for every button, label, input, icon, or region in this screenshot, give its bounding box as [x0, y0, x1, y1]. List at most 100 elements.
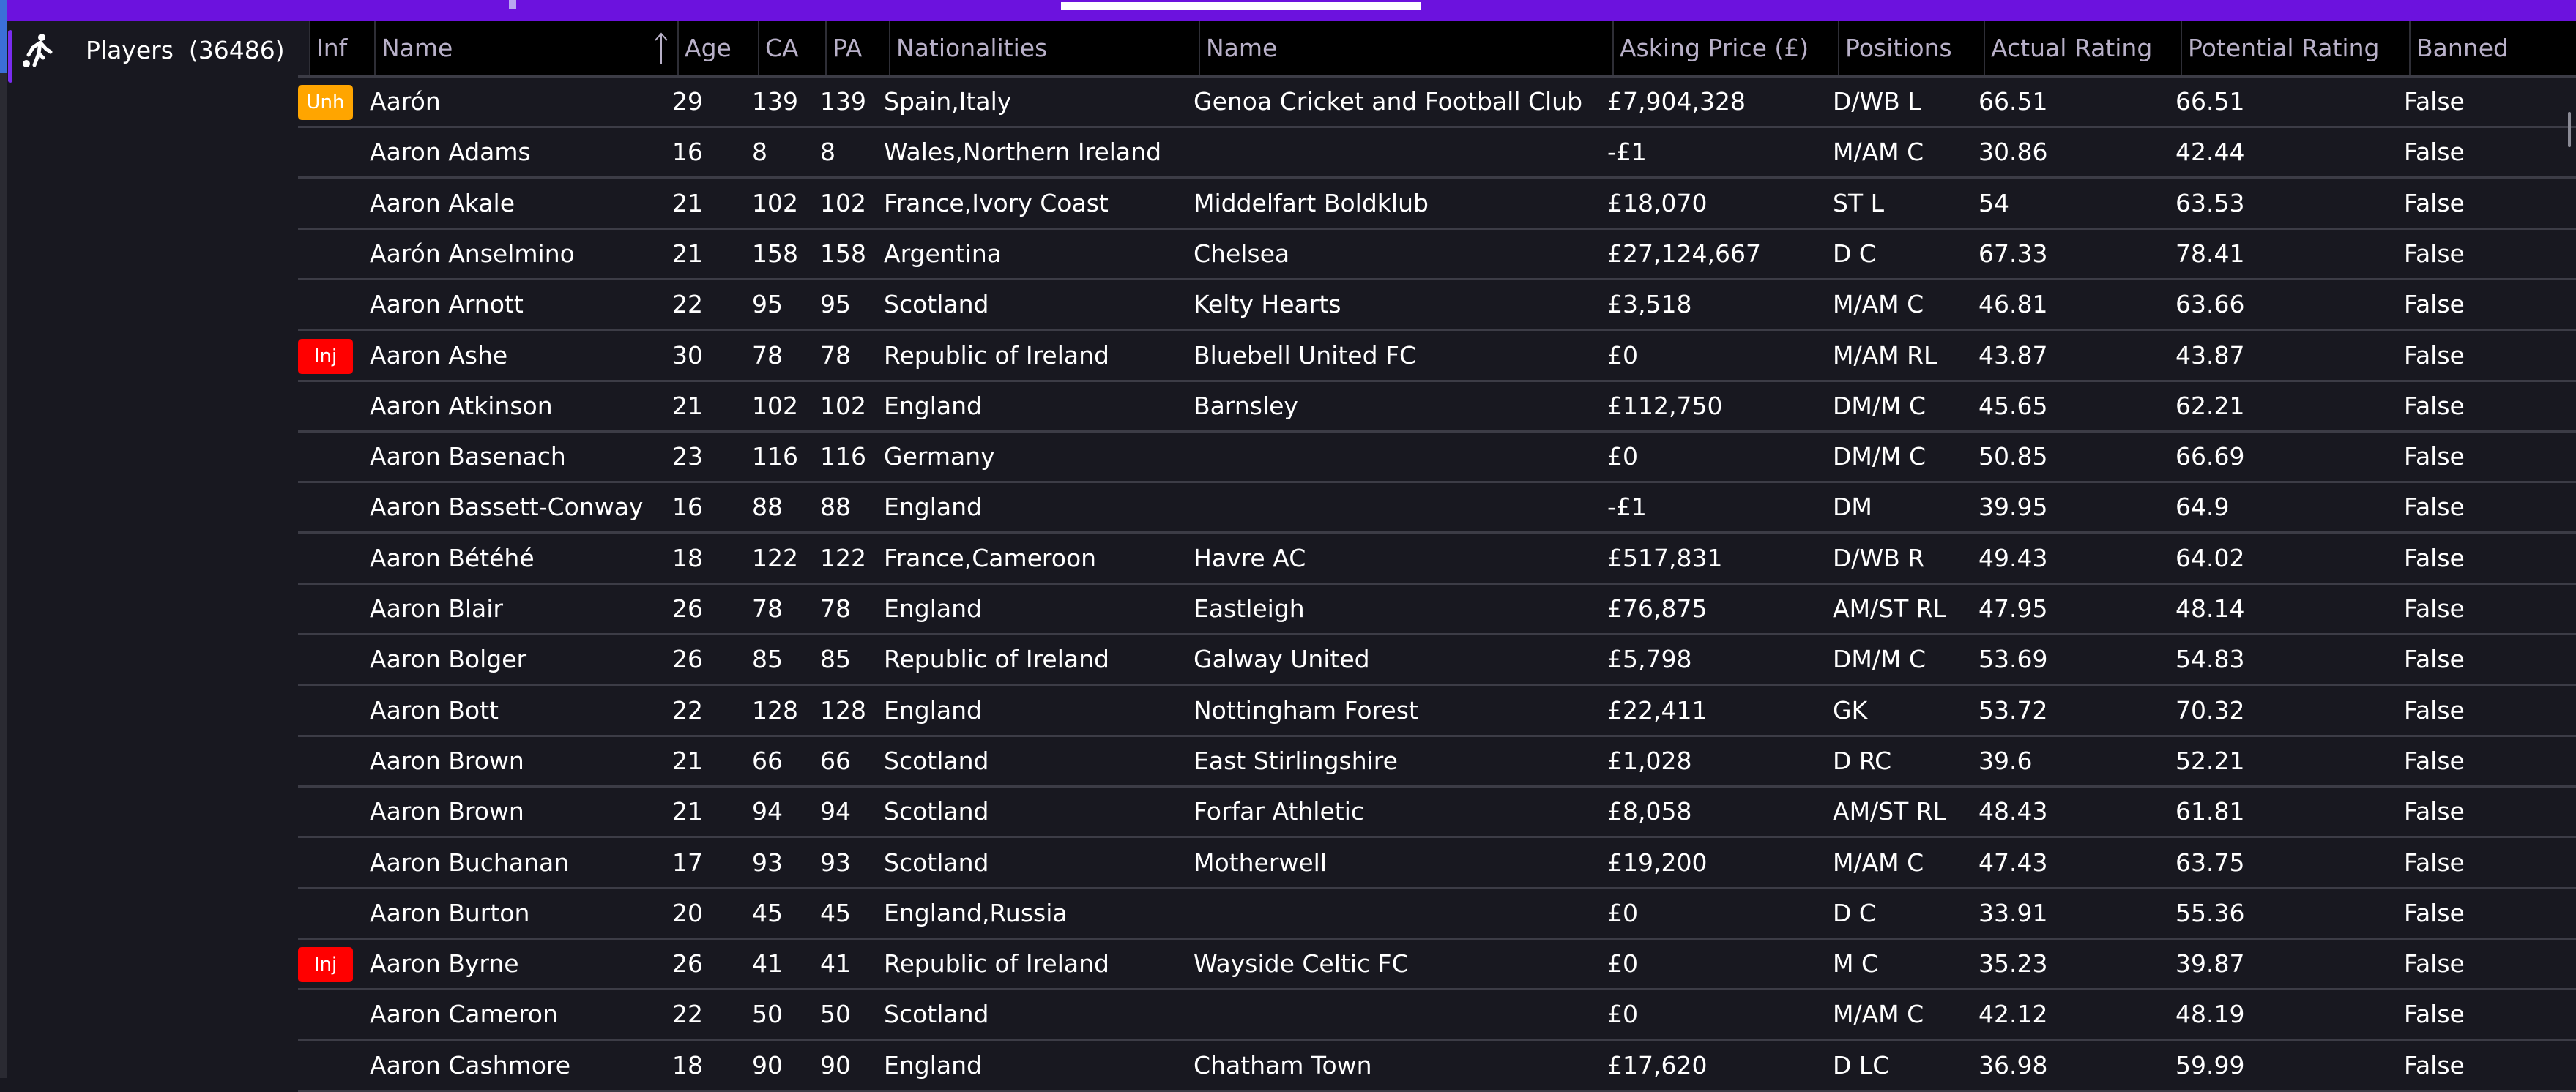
- table-row[interactable]: Aaron Burton 20 45 45 England,Russia £0 D C 33.…: [298, 889, 2576, 940]
- cell-positions: D/WB L: [1833, 87, 1921, 116]
- table-row[interactable]: Aaron Bassett-Conway 16 88 88 England -£1 DM 39…: [298, 483, 2576, 534]
- cell-nationalities: England: [884, 695, 982, 725]
- column-header-ca[interactable]: CA: [758, 21, 825, 75]
- window-edge: [0, 0, 7, 73]
- column-header-nationalities[interactable]: Nationalities: [889, 21, 1199, 75]
- table-row[interactable]: Aaron Arnott 22 95 95 Scotland Kelty Hearts £3…: [298, 280, 2576, 332]
- cell-potential-rating: 63.75: [2175, 848, 2245, 877]
- cell-ca: 78: [752, 594, 783, 623]
- table-row[interactable]: Aarón Anselmino 21 158 158 Argentina Chelsea £…: [298, 230, 2576, 280]
- cell-age: 21: [672, 188, 703, 217]
- table-row[interactable]: Aaron Bétéhé 18 122 122 France,Cameroon Havre…: [298, 534, 2576, 585]
- cell-ca: 85: [752, 645, 783, 674]
- cell-asking-price: £517,831: [1607, 543, 1723, 572]
- cell-club-name: Galway United: [1194, 645, 1370, 674]
- cell-banned: False: [2404, 848, 2465, 877]
- sidebar-item-label: Players (36486): [86, 36, 285, 64]
- cell-ca: 158: [752, 239, 798, 268]
- cell-nationalities: Republic of Ireland: [884, 340, 1109, 370]
- column-header-label: Nationalities: [896, 34, 1048, 62]
- cell-club-name: Chelsea: [1194, 239, 1290, 268]
- table-row[interactable]: Aaron Bolger 26 85 85 Republic of Ireland Gal…: [298, 635, 2576, 687]
- cell-age: 26: [672, 645, 703, 674]
- table-row[interactable]: Aaron Brown 21 94 94 Scotland Forfar Athletic…: [298, 788, 2576, 839]
- cell-potential-rating: 48.19: [2175, 1000, 2245, 1029]
- cell-asking-price: £3,518: [1607, 290, 1692, 319]
- cell-banned: False: [2404, 442, 2465, 471]
- cell-nationalities: Argentina: [884, 239, 1002, 268]
- table-row[interactable]: Inj Aaron Byrne 26 41 41 Republic of Ireland W…: [298, 940, 2576, 991]
- cell-banned: False: [2404, 746, 2465, 775]
- cell-pa: 116: [820, 442, 866, 471]
- cell-potential-rating: 62.21: [2175, 391, 2245, 420]
- cell-ca: 50: [752, 1000, 783, 1029]
- cell-ca: 88: [752, 493, 783, 522]
- table-row[interactable]: Aaron Adams 16 8 8 Wales,Northern Ireland -£1…: [298, 128, 2576, 179]
- column-header-info[interactable]: Inf: [309, 21, 374, 75]
- cell-name: Aaron Brown: [370, 797, 524, 826]
- sort-ascending-icon: [655, 32, 668, 64]
- cell-positions: AM/ST RL: [1833, 797, 1947, 826]
- active-indicator: [8, 30, 12, 83]
- column-header-asking-price[interactable]: Asking Price (£): [1612, 21, 1838, 75]
- top-bar-mark: [509, 0, 516, 9]
- cell-positions: M/AM C: [1833, 290, 1924, 319]
- column-header-pa[interactable]: PA: [825, 21, 889, 75]
- cell-age: 16: [672, 493, 703, 522]
- cell-banned: False: [2404, 1050, 2465, 1080]
- cell-club-name: East Stirlingshire: [1194, 746, 1398, 775]
- cell-banned: False: [2404, 87, 2465, 116]
- cell-banned: False: [2404, 949, 2465, 979]
- cell-asking-price: £0: [1607, 1000, 1638, 1029]
- cell-name: Aaron Bott: [370, 695, 499, 725]
- cell-ca: 45: [752, 898, 783, 927]
- column-header-actual-rating[interactable]: Actual Rating: [1984, 21, 2181, 75]
- players-table: Inf Name Age CA PA Nationalities Name Asking Pr…: [298, 21, 2576, 1092]
- cell-pa: 122: [820, 543, 866, 572]
- table-row[interactable]: Aaron Atkinson 21 102 102 England Barnsley £11…: [298, 382, 2576, 433]
- cell-actual-rating: 43.87: [1978, 340, 2048, 370]
- cell-banned: False: [2404, 391, 2465, 420]
- cell-nationalities: England: [884, 594, 982, 623]
- table-row[interactable]: Aaron Buchanan 17 93 93 Scotland Motherwell £1…: [298, 839, 2576, 889]
- column-header-club-name[interactable]: Name: [1199, 21, 1612, 75]
- cell-asking-price: £5,798: [1607, 645, 1692, 674]
- cell-asking-price: £112,750: [1607, 391, 1723, 420]
- cell-name: Aarón Anselmino: [370, 239, 575, 268]
- cell-asking-price: £0: [1607, 442, 1638, 471]
- cell-name: Aaron Byrne: [370, 949, 519, 979]
- cell-nationalities: France,Cameroon: [884, 543, 1097, 572]
- table-row[interactable]: Aaron Bott 22 128 128 England Nottingham Fore…: [298, 687, 2576, 737]
- cell-pa: 139: [820, 87, 866, 116]
- table-row[interactable]: Aaron Brown 21 66 66 Scotland East Stirlingsh…: [298, 737, 2576, 788]
- table-row[interactable]: Unh Aarón 29 139 139 Spain,Italy Genoa Cricket…: [298, 78, 2576, 128]
- cell-ca: 139: [752, 87, 798, 116]
- cell-name: Aaron Blair: [370, 594, 503, 623]
- cell-asking-price: £1,028: [1607, 746, 1692, 775]
- cell-nationalities: Scotland: [884, 1000, 989, 1029]
- column-header-banned[interactable]: Banned: [2409, 21, 2537, 75]
- table-row[interactable]: Aaron Basenach 23 116 116 Germany £0 DM/M C 50.…: [298, 433, 2576, 484]
- column-header-name[interactable]: Name: [374, 21, 677, 75]
- column-header-label: Inf: [316, 34, 348, 62]
- cell-club-name: Genoa Cricket and Football Club: [1194, 87, 1583, 116]
- cell-potential-rating: 48.14: [2175, 594, 2245, 623]
- scrollbar[interactable]: [2568, 112, 2571, 147]
- column-header-potential-rating[interactable]: Potential Rating: [2181, 21, 2409, 75]
- table-row[interactable]: Aaron Cashmore 18 90 90 England Chatham Town £…: [298, 1041, 2576, 1092]
- table-row[interactable]: Aaron Blair 26 78 78 England Eastleigh £76,875…: [298, 585, 2576, 635]
- table-row[interactable]: Aaron Cameron 22 50 50 Scotland £0 M/AM C 42.12…: [298, 990, 2576, 1041]
- cell-potential-rating: 43.87: [2175, 340, 2245, 370]
- cell-positions: M/AM RL: [1833, 340, 1937, 370]
- column-header-positions[interactable]: Positions: [1838, 21, 1984, 75]
- table-row[interactable]: Aaron Akale 21 102 102 France,Ivory Coast Mid…: [298, 179, 2576, 230]
- table-row[interactable]: Inj Aaron Ashe 30 78 78 Republic of Ireland Bl…: [298, 332, 2576, 382]
- cell-ca: 102: [752, 188, 798, 217]
- cell-nationalities: England: [884, 391, 982, 420]
- column-header-age[interactable]: Age: [677, 21, 758, 75]
- cell-actual-rating: 54: [1978, 188, 2009, 217]
- cell-name: Aaron Atkinson: [370, 391, 553, 420]
- cell-name: Aarón: [370, 87, 441, 116]
- cell-positions: D C: [1833, 239, 1876, 268]
- sidebar-item-players[interactable]: Players (36486): [7, 26, 298, 83]
